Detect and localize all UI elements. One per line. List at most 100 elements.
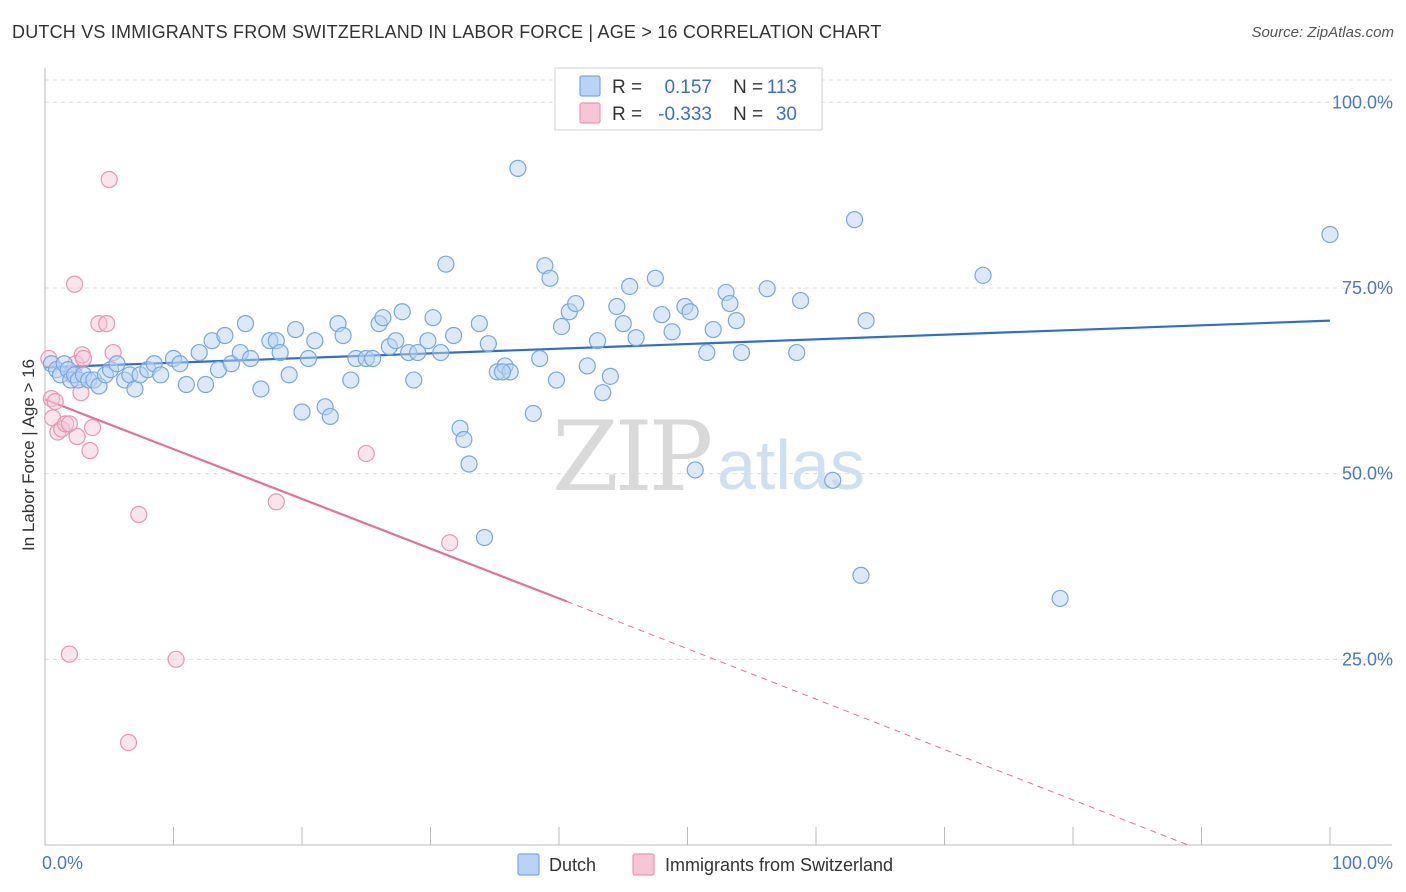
- data-point-dutch: [460, 455, 478, 473]
- data-point-dutch: [608, 297, 626, 316]
- legend-swatch-swiss: [579, 102, 601, 124]
- data-point-dutch: [845, 211, 864, 229]
- data-point-dutch: [190, 343, 208, 362]
- tick-labels: 25.0% 50.0% 75.0% 100.0% 0.0% 100.0%: [42, 92, 1393, 873]
- data-point-dutch: [475, 528, 494, 547]
- data-point-dutch: [541, 269, 559, 287]
- data-point-dutch: [588, 332, 607, 350]
- data-point-dutch: [286, 320, 305, 339]
- data-point-dutch: [621, 277, 639, 296]
- data-point-dutch: [721, 294, 739, 313]
- data-point-dutch: [342, 371, 360, 389]
- legend-swatch-dutch: [579, 75, 601, 97]
- data-point-dutch: [171, 355, 189, 373]
- trend-lines: [44, 319, 1331, 846]
- data-point-dutch: [242, 349, 260, 368]
- series-legend: Dutch Immigrants from Switzerland: [517, 853, 893, 876]
- data-point-dutch: [567, 294, 585, 313]
- data-point-dutch: [177, 375, 195, 394]
- data-point-dutch: [437, 255, 455, 273]
- legend-r-value-dutch: 0.157: [664, 77, 712, 98]
- data-point-swiss: [100, 170, 118, 189]
- data-point-dutch: [601, 367, 620, 385]
- data-point-dutch: [791, 291, 810, 310]
- series-legend-swatch-swiss: [632, 853, 655, 876]
- data-point-swiss: [98, 315, 116, 333]
- data-point-dutch: [547, 371, 566, 389]
- series-legend-swatch-dutch: [517, 853, 540, 876]
- data-point-dutch: [364, 349, 382, 368]
- series-legend-label-dutch: Dutch: [549, 855, 596, 875]
- data-point-dutch: [686, 461, 704, 479]
- data-point-dutch: [974, 266, 992, 284]
- y-tick-label: 50.0%: [1342, 464, 1393, 484]
- data-point-dutch: [432, 343, 450, 362]
- data-point-dutch: [653, 306, 671, 324]
- data-point-dutch: [594, 384, 612, 402]
- data-point-dutch: [1321, 225, 1339, 244]
- legend-n-label-dutch: N =: [733, 77, 763, 98]
- points-dutch: [42, 159, 1339, 608]
- data-point-dutch: [108, 355, 126, 373]
- data-point-dutch: [216, 326, 234, 345]
- data-point-dutch: [419, 332, 437, 350]
- data-point-swiss: [74, 349, 93, 368]
- data-point-dutch: [470, 315, 488, 333]
- data-point-dutch: [552, 317, 571, 336]
- y-tick-label: 25.0%: [1342, 649, 1393, 669]
- watermark: ZIP atlas: [552, 401, 865, 513]
- legend-n-label-swiss: N =: [733, 104, 763, 125]
- data-point-dutch: [424, 309, 442, 327]
- data-point-dutch: [681, 303, 699, 321]
- data-point-dutch: [409, 343, 427, 362]
- data-point-dutch: [252, 380, 270, 398]
- data-point-dutch: [531, 349, 549, 368]
- source-credit: Source: ZipAtlas.com: [1251, 24, 1394, 41]
- data-point-dutch: [299, 349, 318, 368]
- data-point-swiss: [130, 505, 148, 524]
- data-point-dutch: [445, 326, 463, 345]
- x-tick-label-max: 100.0%: [1332, 853, 1393, 873]
- data-point-swiss: [267, 493, 285, 511]
- points-immigrants-from-switzerland: [40, 170, 459, 752]
- data-point-dutch: [1051, 589, 1069, 608]
- legend-n-value-swiss: 30: [776, 104, 797, 125]
- watermark-zip: ZIP: [552, 401, 711, 513]
- data-point-dutch: [788, 343, 806, 362]
- legend-r-value-swiss: -0.333: [658, 104, 712, 125]
- data-point-dutch: [387, 332, 405, 350]
- data-point-dutch: [271, 343, 289, 362]
- data-point-swiss: [60, 415, 79, 433]
- data-point-dutch: [614, 315, 632, 333]
- trend-line-swiss: [44, 398, 568, 603]
- data-point-dutch: [698, 343, 716, 362]
- data-point-dutch: [374, 309, 392, 327]
- data-point-dutch: [479, 335, 497, 353]
- data-point-dutch: [732, 343, 751, 362]
- x-tick-label-min: 0.0%: [42, 853, 83, 873]
- data-point-swiss: [65, 275, 84, 293]
- data-point-swiss: [68, 427, 86, 446]
- data-point-dutch: [197, 375, 215, 394]
- data-point-swiss: [56, 415, 75, 433]
- chart-title: DUTCH VS IMMIGRANTS FROM SWITZERLAND IN …: [12, 22, 882, 42]
- data-point-dutch: [236, 315, 255, 333]
- trend-line-dutch: [44, 319, 1331, 369]
- data-point-swiss: [60, 645, 79, 663]
- legend-n-value-dutch: 113: [767, 77, 797, 98]
- correlation-legend: R = 0.157 N = 113 R = -0.333 N = 30: [554, 67, 823, 131]
- data-point-dutch: [293, 403, 311, 421]
- data-point-dutch: [704, 320, 722, 339]
- data-point-swiss: [46, 392, 64, 411]
- axes: [44, 68, 1392, 846]
- watermark-atlas: atlas: [717, 426, 865, 504]
- data-point-dutch: [222, 355, 240, 373]
- gridlines: [45, 79, 1392, 660]
- data-point-dutch: [455, 430, 473, 449]
- data-point-dutch: [334, 326, 352, 345]
- data-point-swiss: [357, 444, 375, 463]
- series-legend-label-swiss: Immigrants from Switzerland: [665, 855, 893, 875]
- legend-r-label-dutch: R =: [612, 77, 642, 98]
- legend-r-label-swiss: R =: [612, 104, 642, 125]
- data-point-dutch: [321, 407, 339, 426]
